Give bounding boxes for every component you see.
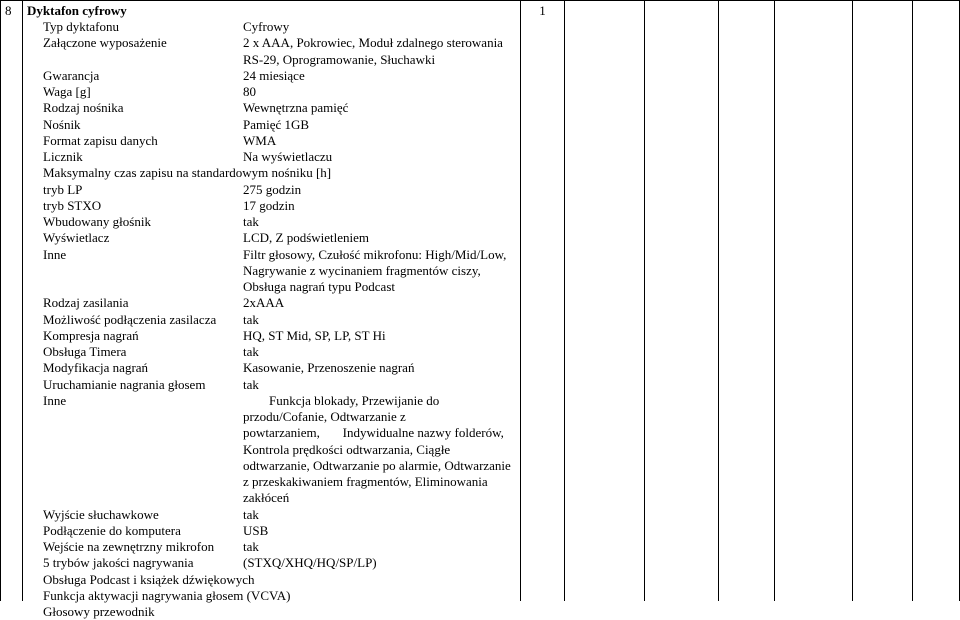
trailing-block: Obsługa Podcast i książek dźwiękowychFun… <box>27 572 516 620</box>
trailing-line: Głosowy przewodnik <box>27 604 516 620</box>
product-title: Dyktafon cyfrowy <box>27 3 516 19</box>
spec-label: Gwarancja <box>43 68 243 84</box>
spec-row: Załączone wyposażenie2 x AAA, Pokrowiec,… <box>27 35 516 68</box>
spec-row: Obsługa Timeratak <box>27 344 516 360</box>
spec-row: InneFiltr głosowy, Czułość mikrofonu: Hi… <box>27 247 516 296</box>
spec-value: LCD, Z podświetleniem <box>243 230 516 246</box>
spec-label: tryb STXO <box>43 198 243 214</box>
spec-value: 275 godzin <box>243 182 516 198</box>
col-qty: 1 <box>520 1 564 601</box>
spec-label: Kompresja nagrań <box>43 328 243 344</box>
spec-value: USB <box>243 523 516 539</box>
spec-value: 2 x AAA, Pokrowiec, Moduł zdalnego stero… <box>243 35 516 68</box>
spec-label: Nośnik <box>43 117 243 133</box>
spec-value: 2xAAA <box>243 295 516 311</box>
spec-label <box>43 409 243 507</box>
col-empty <box>644 1 718 601</box>
spec-value: tak <box>243 214 516 230</box>
spec-label: Możliwość podłączenia zasilacza <box>43 312 243 328</box>
spec-row: tryb LP275 godzin <box>27 182 516 198</box>
spec-table: 8 Dyktafon cyfrowy Typ dyktafonuCyfrowyZ… <box>0 0 960 601</box>
col-empty <box>718 1 774 601</box>
spec-value: 24 miesiące <box>243 68 516 84</box>
spec-row: Gwarancja24 miesiące <box>27 68 516 84</box>
spec-value: Filtr głosowy, Czułość mikrofonu: High/M… <box>243 247 516 296</box>
spec-label: Wejście na zewnętrzny mikrofon <box>43 539 243 555</box>
spec-value: tak <box>243 344 516 360</box>
spec-label: Załączone wyposażenie <box>43 35 243 68</box>
spec-label: Inne <box>43 247 243 296</box>
spec-row: Wejście na zewnętrzny mikrofontak <box>27 539 516 555</box>
spec-value: Pamięć 1GB <box>243 117 516 133</box>
spec-row: 5 trybów jakości nagrywania(STXQ/XHQ/HQ/… <box>27 555 516 571</box>
spec-value: 80 <box>243 84 516 100</box>
row-number: 8 <box>5 3 12 18</box>
spec-row: Wyjście słuchawkowetak <box>27 507 516 523</box>
spec-value: 17 godzin <box>243 198 516 214</box>
spec-label: Modyfikacja nagrań <box>43 360 243 376</box>
spec-label: tryb LP <box>43 182 243 198</box>
spec-label: Wyświetlacz <box>43 230 243 246</box>
spec-value: przodu/Cofanie, Odtwarzanie z powtarzani… <box>243 409 516 507</box>
spec-row: tryb STXO17 godzin <box>27 198 516 214</box>
spec-label: Waga [g] <box>43 84 243 100</box>
spec-label: Format zapisu danych <box>43 133 243 149</box>
spec-label: Wbudowany głośnik <box>43 214 243 230</box>
spec-label: 5 trybów jakości nagrywania <box>43 555 243 571</box>
spec-value: (STXQ/XHQ/HQ/SP/LP) <box>243 555 516 571</box>
specs-block: Wyjście słuchawkowetakPodłączenie do kom… <box>27 507 516 572</box>
spec-row: przodu/Cofanie, Odtwarzanie z powtarzani… <box>27 409 516 507</box>
spec-label: Obsługa Timera <box>43 344 243 360</box>
col-empty <box>912 1 960 601</box>
col-number: 8 <box>0 1 22 601</box>
specs-block: tryb LP275 godzintryb STXO17 godzinWbudo… <box>27 182 516 393</box>
spec-value: tak <box>243 507 516 523</box>
trailing-line: Obsługa Podcast i książek dźwiękowych <box>27 572 516 588</box>
spec-row: Uruchamianie nagrania głosemtak <box>27 377 516 393</box>
spec-row: Wbudowany głośniktak <box>27 214 516 230</box>
spec-row: Typ dyktafonuCyfrowy <box>27 19 516 35</box>
col-empty <box>564 1 644 601</box>
spec-row: LicznikNa wyświetlaczu <box>27 149 516 165</box>
specs-block: Typ dyktafonuCyfrowyZałączone wyposażeni… <box>27 19 516 165</box>
spec-value: Cyfrowy <box>243 19 516 35</box>
trailing-line: Funkcja aktywacji nagrywania głosem (VCV… <box>27 588 516 604</box>
spec-value: WMA <box>243 133 516 149</box>
spec-value: tak <box>243 312 516 328</box>
spec-row: Rodzaj nośnikaWewnętrzna pamięć <box>27 100 516 116</box>
spec-full-line: Maksymalny czas zapisu na standardowym n… <box>27 165 516 181</box>
spec-value: tak <box>243 377 516 393</box>
qty-value: 1 <box>539 3 546 18</box>
spec-value: tak <box>243 539 516 555</box>
spec-label: Typ dyktafonu <box>43 19 243 35</box>
spec-label: Wyjście słuchawkowe <box>43 507 243 523</box>
spec-row: WyświetlaczLCD, Z podświetleniem <box>27 230 516 246</box>
spec-label: Licznik <box>43 149 243 165</box>
spec-label: Inne <box>43 393 243 409</box>
spec-value: Kasowanie, Przenoszenie nagrań <box>243 360 516 376</box>
col-empty <box>852 1 912 601</box>
spec-value: Funkcja blokady, Przewijanie do <box>243 393 516 409</box>
spec-row: Modyfikacja nagrańKasowanie, Przenoszeni… <box>27 360 516 376</box>
col-main: Dyktafon cyfrowy Typ dyktafonuCyfrowyZał… <box>22 1 520 601</box>
spec-label: Rodzaj zasilania <box>43 295 243 311</box>
spec-value: Wewnętrzna pamięć <box>243 100 516 116</box>
spec-row: NośnikPamięć 1GB <box>27 117 516 133</box>
spec-label: Podłączenie do komputera <box>43 523 243 539</box>
spec-row: Format zapisu danychWMA <box>27 133 516 149</box>
spec-row: Podłączenie do komputeraUSB <box>27 523 516 539</box>
spec-row: Możliwość podłączenia zasilaczatak <box>27 312 516 328</box>
spec-label: Uruchamianie nagrania głosem <box>43 377 243 393</box>
spec-row: Kompresja nagrańHQ, ST Mid, SP, LP, ST H… <box>27 328 516 344</box>
spec-value: Na wyświetlaczu <box>243 149 516 165</box>
spec-value: HQ, ST Mid, SP, LP, ST Hi <box>243 328 516 344</box>
spec-row: Rodzaj zasilania2xAAA <box>27 295 516 311</box>
spec-label: Rodzaj nośnika <box>43 100 243 116</box>
spec-row: Inne Funkcja blokady, Przewijanie do <box>27 393 516 409</box>
spec-row: Waga [g]80 <box>27 84 516 100</box>
col-empty <box>774 1 852 601</box>
